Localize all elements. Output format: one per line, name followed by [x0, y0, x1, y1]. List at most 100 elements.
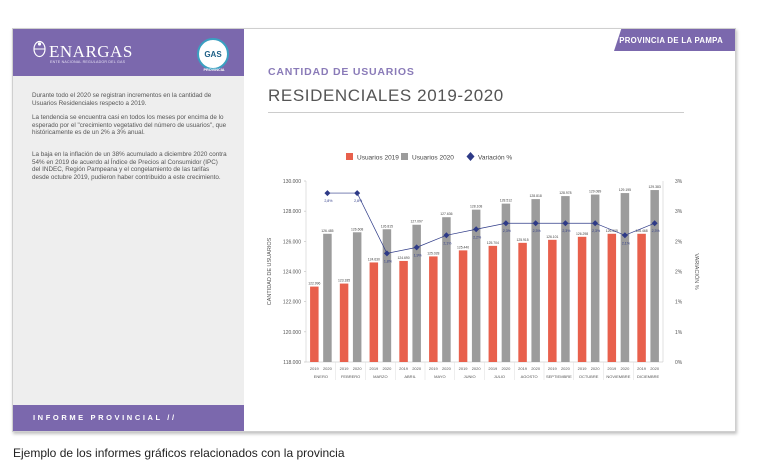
bar-label-2020: 128.818	[530, 194, 542, 198]
x-year-label: 2019	[637, 366, 647, 371]
provincia-gas-badge: GAS	[197, 38, 229, 70]
bar-usuarios-2019	[399, 260, 408, 362]
bar-usuarios-2019	[429, 256, 438, 362]
x-month-label: JULIO	[494, 374, 505, 379]
bar-usuarios-2019	[577, 236, 587, 362]
bar-usuarios-2020	[412, 224, 421, 362]
x-month-label: DICIEMBRE	[637, 374, 660, 379]
variation-point	[502, 220, 509, 227]
bar-usuarios-2019	[339, 283, 349, 362]
y2-tick-label: 2%	[675, 239, 683, 245]
title-divider	[268, 112, 684, 113]
y2-tick-label: 3%	[675, 209, 683, 215]
x-year-label: 2020	[442, 366, 452, 371]
sidebar-footer: INFORME PROVINCIAL //	[13, 405, 244, 431]
x-month-label: SEPTIEMBRE	[546, 374, 572, 379]
x-year-label: 2019	[578, 366, 588, 371]
legend-label: Usuarios 2019	[357, 155, 399, 162]
variation-point	[413, 244, 420, 251]
title-line-2: RESIDENCIALES 2019-2020	[268, 86, 504, 105]
x-year-label: 2019	[399, 366, 409, 371]
enargas-logo-subtitle: ENTE NACIONAL REGULADOR DEL GAS	[50, 60, 126, 64]
variation-label: 2,3%	[533, 229, 542, 233]
x-year-label: 2020	[323, 366, 333, 371]
bar-usuarios-2019	[488, 245, 498, 362]
report-slide: ENARGAS ENTE NACIONAL REGULADOR DEL GAS …	[12, 28, 736, 432]
y2-tick-label: 0%	[675, 360, 683, 366]
y-tick-label: 126.000	[283, 239, 301, 245]
variation-point	[532, 220, 539, 227]
bar-usuarios-2019	[607, 233, 617, 362]
bar-label-2019: 125.440	[457, 245, 469, 249]
x-year-label: 2019	[459, 366, 469, 371]
sidebar-header: ENARGAS ENTE NACIONAL REGULADOR DEL GAS …	[13, 29, 244, 76]
variation-label: 1,8%	[384, 259, 393, 263]
x-month-label: MAYO	[434, 374, 445, 379]
bar-label-2019: 126.468	[635, 229, 647, 233]
x-year-label: 2020	[591, 366, 601, 371]
y-tick-label: 118.000	[283, 360, 301, 366]
users-chart: Usuarios 2019 Usuarios 2020 Variación % 118…	[267, 152, 700, 380]
province-tag: PROVINCIA DE LA PAMPA	[614, 29, 735, 51]
bar-label-2020: 126.485	[321, 229, 333, 233]
bar-label-2019: 124.630	[368, 257, 380, 261]
legend-label: Variación %	[478, 155, 512, 162]
bar-usuarios-2020	[352, 232, 362, 362]
x-month-label: AGOSTO	[521, 374, 538, 379]
x-month-label: ABRIL	[404, 374, 416, 379]
legend-label: Usuarios 2020	[412, 155, 454, 162]
y-tick-label: 124.000	[283, 270, 301, 276]
title-line-1: CANTIDAD DE USUARIOS	[268, 66, 415, 78]
variation-label: 2,3%	[503, 229, 512, 233]
bar-label-2019: 125.028	[427, 251, 439, 255]
variation-label: 2,8%	[324, 199, 333, 203]
bar-label-2019: 125.915	[516, 238, 528, 242]
bar-label-2020: 126.608	[351, 227, 363, 231]
variation-point	[621, 232, 628, 239]
bar-label-2019: 123.185	[338, 279, 350, 283]
bar-label-2020: 129.195	[619, 188, 631, 192]
x-year-label: 2020	[561, 366, 571, 371]
x-month-label: OCTUBRE	[579, 374, 599, 379]
bar-usuarios-2020	[531, 199, 540, 362]
bar-label-2019: 122.996	[308, 282, 320, 286]
x-year-label: 2019	[340, 366, 350, 371]
x-year-label: 2020	[472, 366, 482, 371]
variation-label: 2,2%	[473, 235, 482, 239]
bar-usuarios-2020	[442, 217, 451, 362]
bar-label-2020: 127.636	[440, 212, 452, 216]
badge-caption: PROVINCIA	[203, 68, 225, 72]
bar-label-2020: 128.512	[500, 199, 512, 203]
bar-usuarios-2020	[650, 190, 659, 362]
variation-point	[651, 220, 658, 227]
y-axis-label: CANTIDAD DE USUARIOS	[267, 237, 273, 305]
bar-label-2020: 129.089	[589, 190, 601, 194]
y2-tick-label: 1%	[675, 330, 683, 336]
variation-point	[473, 226, 480, 233]
bar-usuarios-2020	[590, 194, 600, 362]
x-month-label: MARZO	[373, 374, 387, 379]
bar-usuarios-2019	[369, 262, 379, 362]
variation-line	[327, 192, 655, 254]
legend-swatch	[401, 153, 408, 160]
bar-usuarios-2020	[323, 233, 332, 362]
enargas-logo-text: ENARGAS	[49, 42, 133, 61]
x-year-label: 2019	[429, 366, 439, 371]
x-month-label: JUNIO	[464, 374, 476, 379]
bar-usuarios-2020	[561, 196, 570, 362]
x-year-label: 2020	[620, 366, 630, 371]
variation-point	[443, 232, 450, 239]
province-tag-text: PROVINCIA DE LA PAMPA	[619, 36, 723, 45]
variation-point	[354, 190, 361, 197]
variation-point	[324, 190, 331, 197]
variation-point	[383, 250, 390, 257]
bar-label-2020: 129.383	[649, 185, 661, 189]
x-year-label: 2020	[382, 366, 392, 371]
argentina-shield-icon	[33, 40, 46, 58]
bar-usuarios-2019	[310, 286, 319, 362]
badge-text: GAS	[204, 49, 222, 59]
bar-label-2019: 126.101	[546, 235, 558, 239]
sidebar-paragraph-2: La tendencia se encuentra casi en todos …	[32, 114, 227, 137]
y-tick-label: 130.000	[283, 179, 301, 185]
bar-usuarios-2019	[518, 242, 527, 362]
